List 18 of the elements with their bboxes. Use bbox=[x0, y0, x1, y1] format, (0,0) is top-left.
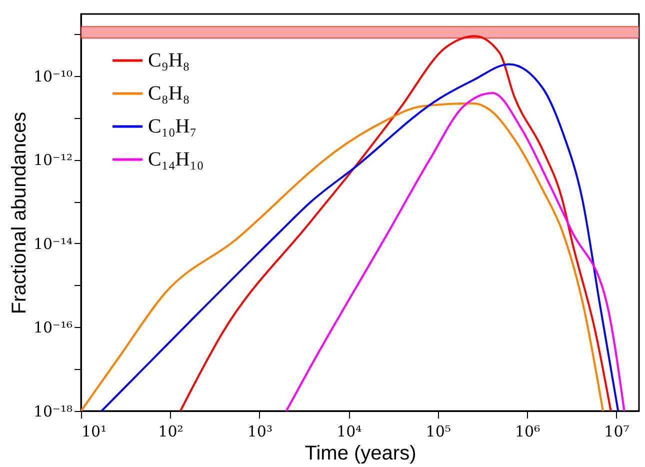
y-tick-label: 10⁻¹⁶ bbox=[33, 318, 72, 337]
x-tick-label: 10¹ bbox=[82, 422, 107, 440]
x-axis-title: Time (years) bbox=[304, 442, 416, 464]
y-tick-label: 10⁻¹² bbox=[33, 151, 72, 170]
legend-label: C₉H₈ bbox=[148, 50, 190, 72]
y-tick-label: 10⁻¹⁸ bbox=[33, 402, 72, 420]
y-axis-title: Fractional abundances bbox=[8, 112, 30, 314]
x-tick-label: 10⁷ bbox=[604, 422, 630, 440]
x-tick-label: 10⁶ bbox=[514, 422, 540, 440]
y-tick-label: 10⁻¹⁴ bbox=[33, 234, 72, 253]
x-tick-label: 10⁴ bbox=[336, 422, 362, 440]
x-tick-label: 10⁵ bbox=[426, 422, 451, 440]
x-tick-label: 10³ bbox=[247, 422, 272, 440]
x-tick-label: 10² bbox=[158, 422, 184, 440]
legend-label: C₁₀H₇ bbox=[148, 116, 197, 138]
y-tick-label: 10⁻¹⁰ bbox=[33, 67, 72, 86]
legend-label: C₁₄H₁₀ bbox=[148, 148, 204, 170]
legend-label: C₈H₈ bbox=[148, 82, 190, 104]
